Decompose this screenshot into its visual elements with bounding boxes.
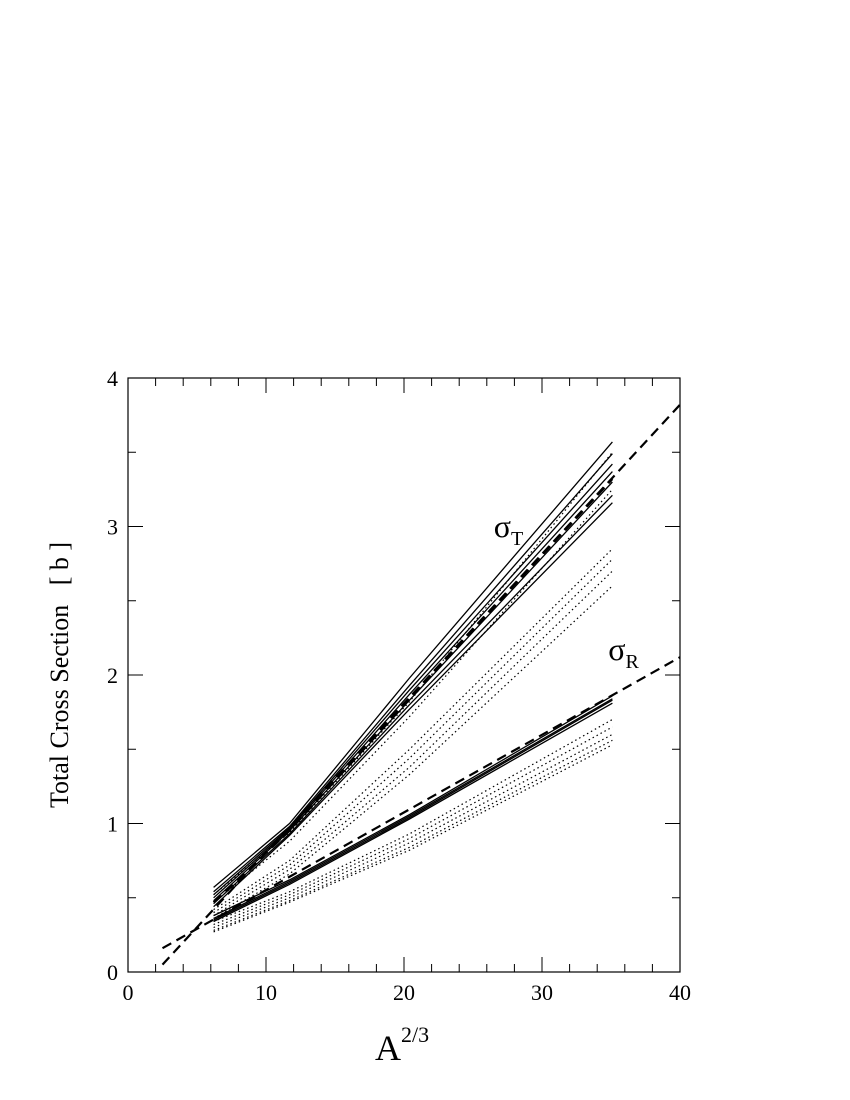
x-tick-label: 40 (669, 980, 691, 1005)
sigma-r-dotted-line (213, 726, 613, 926)
y-tick-label: 3 (107, 515, 118, 540)
sigma-t-dotted-line (213, 585, 613, 920)
sigma-r-fit-line (161, 656, 680, 950)
sigma-t-solid-line (213, 453, 613, 893)
y-axis-label: Total Cross Section [ b ] (45, 542, 74, 808)
y-tick-label: 0 (107, 960, 118, 985)
x-axis-label-exponent: 2/3 (401, 1022, 429, 1047)
y-tick-label: 4 (107, 366, 118, 391)
plot-lines (161, 403, 680, 966)
x-tick-label: 30 (531, 980, 553, 1005)
sigma-r-label: σR (608, 631, 639, 673)
plot-frame (127, 377, 681, 973)
sigma-t-dotted-line (213, 548, 613, 911)
axis-ticks (127, 377, 681, 973)
svg-text:A2/3: A2/3 (375, 1022, 429, 1068)
y-tick-label: 1 (107, 812, 118, 837)
y-tick-label: 2 (107, 663, 118, 688)
x-tick-label: 20 (393, 980, 415, 1005)
sigma-t-solid-line (213, 441, 613, 888)
sigma-r-solid-line (213, 698, 613, 920)
sigma-r-dotted-line (213, 739, 613, 931)
sigma-t-dotted-line (213, 558, 613, 914)
sigma-r-dotted-line (213, 744, 613, 933)
x-tick-label: 0 (123, 980, 134, 1005)
annotations: σT σR (494, 508, 640, 673)
x-tick-label: 10 (255, 980, 277, 1005)
sigma-t-label: σT (494, 508, 523, 550)
x-axis-label-base: A (375, 1028, 401, 1068)
sigma-t-solid-line (213, 463, 613, 896)
sigma-t-solid-line (213, 502, 613, 908)
x-axis-label: A2/3 (375, 1022, 429, 1068)
sigma-t-solid-line (213, 471, 613, 899)
sigma-r-dotted-line (213, 718, 613, 923)
sigma-r-dotted-line (213, 733, 613, 929)
sigma-t-fit-line (161, 403, 680, 966)
sigma-r-solid-line (213, 695, 613, 917)
sigma-r-solid-line (213, 702, 613, 923)
sigma-t-dotted-line (213, 570, 613, 917)
sigma-r-solid-line (213, 699, 613, 921)
tick-labels: 0 10 20 30 40 0 1 2 3 4 (107, 366, 691, 1005)
